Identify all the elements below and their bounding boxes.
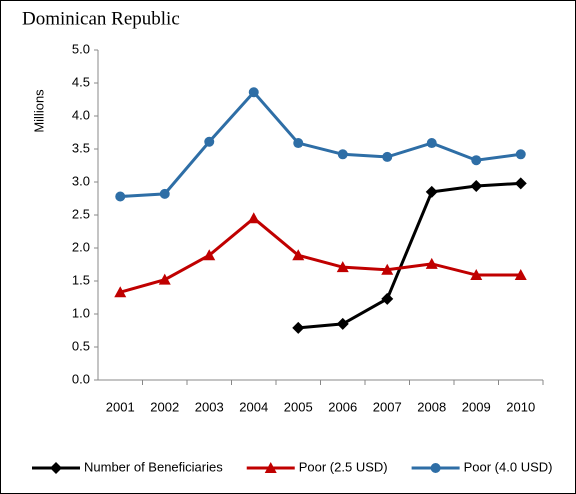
data-point xyxy=(381,292,394,305)
y-tick-label: 2.5 xyxy=(72,206,90,221)
data-point xyxy=(204,136,215,147)
data-point xyxy=(292,249,305,261)
y-tick-label: 5.0 xyxy=(72,41,90,56)
data-point xyxy=(114,286,127,298)
data-point xyxy=(426,138,437,149)
y-tick-label: 0.0 xyxy=(72,371,90,386)
y-tick-label: 4.5 xyxy=(72,74,90,89)
data-point xyxy=(514,177,527,190)
data-point xyxy=(203,249,216,261)
x-tick-label: 2002 xyxy=(150,399,179,414)
x-tick-label: 2006 xyxy=(328,399,357,414)
data-point xyxy=(515,149,526,160)
y-tick-label: 4.0 xyxy=(72,107,90,122)
x-tick-label: 2005 xyxy=(284,399,313,414)
data-point xyxy=(247,212,260,224)
data-point xyxy=(115,191,126,202)
y-tick-label: 3.0 xyxy=(72,173,90,188)
data-point xyxy=(159,188,170,199)
x-tick-label: 2009 xyxy=(462,399,491,414)
y-tick-label: 0.5 xyxy=(72,338,90,353)
x-tick-label: 2001 xyxy=(106,399,135,414)
legend-label: Number of Beneficiaries xyxy=(84,459,223,474)
data-point xyxy=(470,269,483,281)
x-tick-label: 2010 xyxy=(506,399,535,414)
y-tick-label: 1.0 xyxy=(72,305,90,320)
data-point xyxy=(471,155,482,166)
data-point xyxy=(382,151,393,162)
chart-title: Dominican Republic xyxy=(22,8,180,29)
data-point xyxy=(425,257,438,269)
x-tick-label: 2003 xyxy=(195,399,224,414)
data-point xyxy=(425,185,438,198)
data-point xyxy=(158,273,171,285)
data-point xyxy=(293,138,304,149)
y-tick-label: 1.5 xyxy=(72,272,90,287)
data-point xyxy=(337,149,348,160)
y-axis-label: Millions xyxy=(31,89,46,133)
data-point xyxy=(336,317,349,330)
legend-marker xyxy=(264,462,277,473)
y-tick-label: 2.0 xyxy=(72,239,90,254)
data-point xyxy=(514,269,527,281)
legend-marker xyxy=(430,463,441,473)
series-line xyxy=(298,181,521,330)
data-point xyxy=(470,179,483,192)
legend-label: Poor (2.5 USD) xyxy=(299,459,388,474)
x-tick-label: 2004 xyxy=(239,399,268,414)
x-tick-label: 2008 xyxy=(417,399,446,414)
series-line xyxy=(119,216,521,294)
data-point xyxy=(248,87,259,98)
x-tick-label: 2007 xyxy=(373,399,402,414)
y-tick-label: 3.5 xyxy=(72,140,90,155)
data-point xyxy=(336,261,349,273)
legend-label: Poor (4.0 USD) xyxy=(464,459,553,474)
data-point xyxy=(292,321,305,334)
series-line xyxy=(120,89,521,199)
legend-marker xyxy=(50,462,62,474)
data-point xyxy=(381,263,394,275)
